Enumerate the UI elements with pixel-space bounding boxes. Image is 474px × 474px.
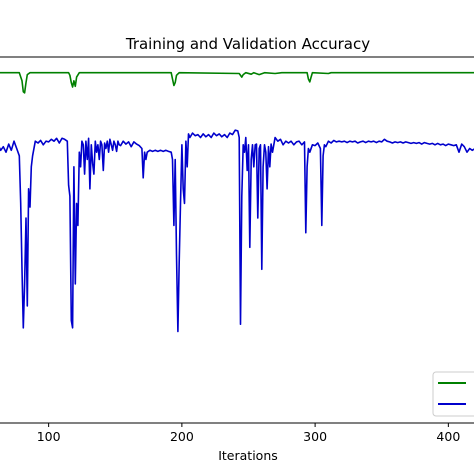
series-line-1: [0, 71, 474, 94]
legend: [432, 371, 474, 417]
x-axis-ticks: 100 200 300 400: [37, 423, 460, 444]
x-axis-label: Iterations: [218, 448, 278, 463]
legend-box: [432, 371, 474, 417]
x-tick-label: 400: [436, 429, 460, 444]
series-layer: [0, 71, 474, 333]
x-tick-label: 100: [37, 429, 61, 444]
chart-title: Training and Validation Accuracy: [125, 35, 370, 53]
x-tick-label: 300: [303, 429, 327, 444]
plot-area: [0, 56, 474, 424]
series-line-2: [0, 129, 474, 333]
x-tick-label: 200: [170, 429, 194, 444]
plot-frame: [0, 56, 474, 424]
